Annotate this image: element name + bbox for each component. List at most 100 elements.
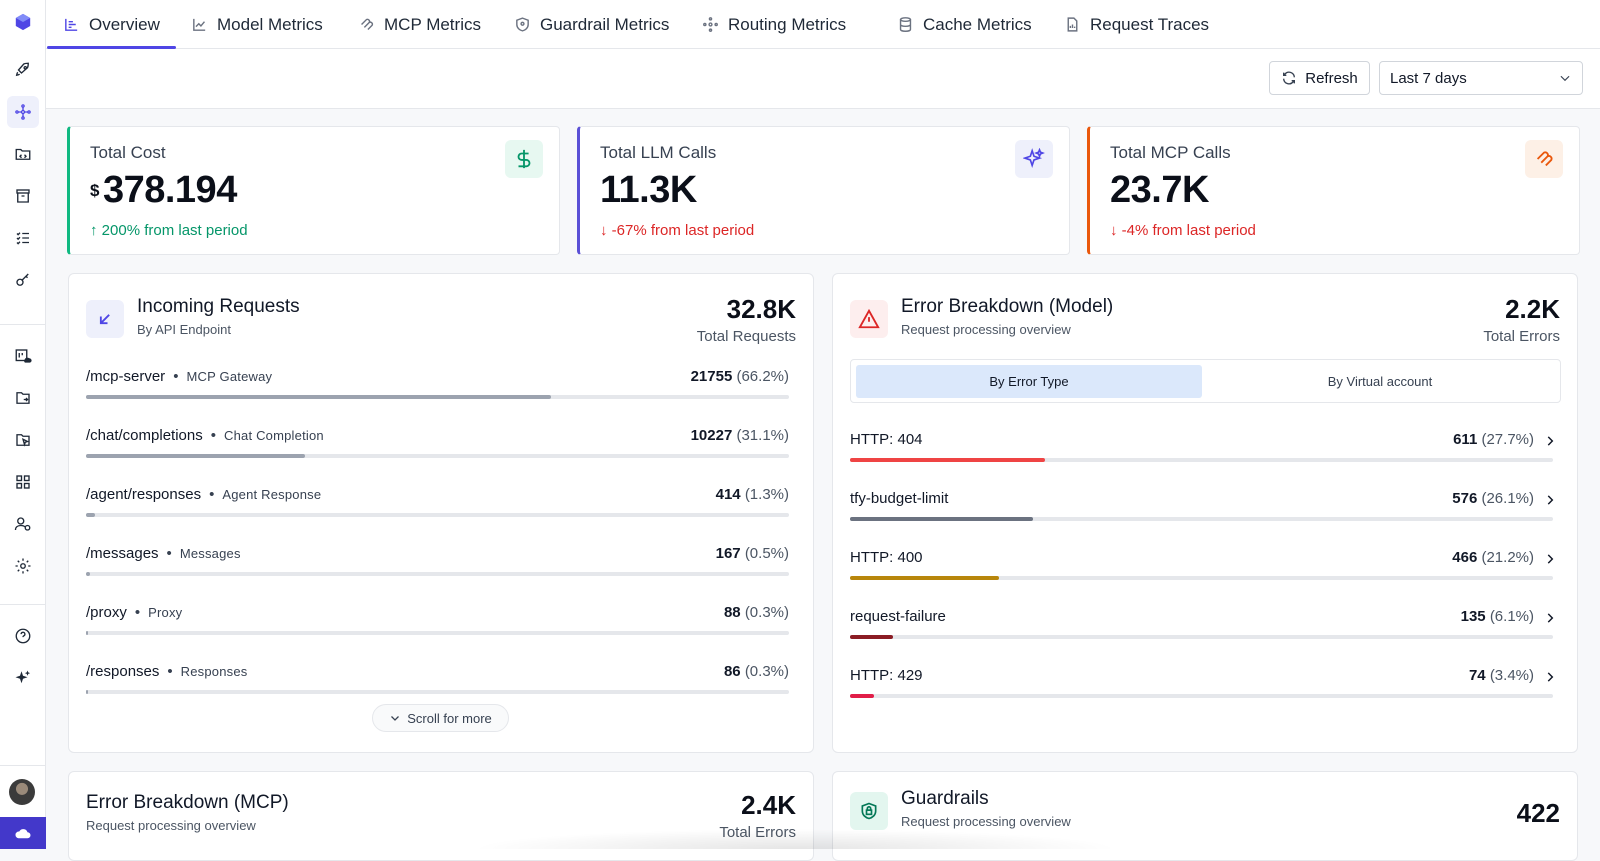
progress-fill (86, 454, 305, 458)
help-icon[interactable] (7, 620, 39, 652)
progress-track (850, 517, 1553, 521)
endpoint-count: 10227 (31.1%) (691, 427, 789, 444)
count-percent: (0.3%) (744, 604, 789, 621)
endpoint-count: 167 (0.5%) (716, 545, 789, 562)
gateway-nodes-icon[interactable] (7, 96, 39, 128)
total-requests-value: 32.8K (726, 294, 796, 324)
shield-lock-icon (850, 792, 888, 830)
sidebar (0, 0, 46, 849)
top-nav: Overview Model Metrics MCP Metrics Guard… (46, 0, 1600, 49)
folder-share-icon[interactable] (7, 382, 39, 414)
mcp-icon (361, 18, 374, 30)
tab-model-metrics[interactable]: Model Metrics (191, 0, 323, 49)
chevron-right-icon[interactable] (1543, 670, 1557, 684)
folder-cursor-icon[interactable] (7, 424, 39, 456)
date-range-select[interactable]: Last 7 days (1379, 61, 1583, 95)
tab-guardrail-metrics[interactable]: Guardrail Metrics (514, 0, 669, 49)
error-name: HTTP: 429 (850, 667, 923, 684)
chevron-right-icon[interactable] (1543, 493, 1557, 507)
count-percent: (1.3%) (744, 486, 789, 503)
progress-fill (86, 395, 552, 399)
user-settings-icon[interactable] (7, 508, 39, 540)
endpoint-name: /agent/responses • Agent Response (86, 486, 321, 503)
error-row[interactable]: HTTP: 429 74 (3.4%) (850, 660, 1561, 718)
endpoint-count: 21755 (66.2%) (691, 368, 789, 385)
settings-gear-icon[interactable] (7, 550, 39, 582)
rocket-icon[interactable] (7, 54, 39, 86)
count-value: 86 (723, 663, 741, 680)
folder-code-icon[interactable] (7, 138, 39, 170)
kpi-change: ↓ -67% from last period (600, 222, 755, 239)
endpoint-name: /messages • Messages (86, 545, 241, 562)
user-avatar[interactable] (9, 779, 35, 805)
tab-request-traces[interactable]: Request Traces (1064, 0, 1209, 49)
checklist-icon[interactable] (7, 222, 39, 254)
bottom-shadow (470, 829, 1120, 849)
chevron-right-icon[interactable] (1543, 552, 1557, 566)
chevron-right-icon[interactable] (1543, 434, 1557, 448)
count-percent: (66.2%) (736, 368, 789, 385)
tab-cache-metrics[interactable]: Cache Metrics (897, 0, 1032, 49)
refresh-icon (1283, 71, 1296, 85)
tab-mcp-metrics[interactable]: MCP Metrics (358, 0, 481, 49)
tab-label: Cache Metrics (923, 14, 1032, 34)
kpi-number: 378.194 (102, 169, 237, 211)
endpoint-count: 86 (0.3%) (724, 663, 789, 680)
chevron-right-icon[interactable] (1543, 611, 1557, 625)
kpi-value: 11.3K (600, 169, 697, 211)
arrow-down-left-icon (86, 300, 124, 338)
progress-track (850, 458, 1553, 462)
separator-dot: • (173, 368, 179, 385)
error-name: tfy-budget-limit (850, 490, 949, 507)
error-row[interactable]: request-failure 135 (6.1%) (850, 601, 1561, 659)
card-title: Guardrails (901, 788, 989, 809)
document-icon (1067, 17, 1078, 32)
endpoint-row: /mcp-server • MCP Gateway 21755 (66.2%) (86, 361, 789, 419)
sparkles-icon (1015, 140, 1053, 178)
endpoint-desc: MCP Gateway (186, 369, 273, 384)
kpi-change: ↑ 200% from last period (90, 222, 248, 239)
apps-grid-icon[interactable] (7, 466, 39, 498)
endpoint-desc: Chat Completion (224, 428, 324, 443)
separator-dot: • (209, 486, 215, 503)
segment-by-error-type[interactable]: By Error Type (856, 365, 1202, 398)
segment-by-virtual-account[interactable]: By Virtual account (1327, 374, 1433, 389)
error-row[interactable]: HTTP: 400 466 (21.2%) (850, 542, 1561, 600)
bar-list-icon (65, 18, 78, 31)
cloud-dashboard-icon[interactable] (7, 340, 39, 372)
shield-icon (516, 17, 529, 32)
error-group-toggle: By Error Type By Virtual account (850, 359, 1561, 403)
error-breakdown-mcp-card: Error Breakdown (MCP) Request processing… (68, 771, 814, 861)
kpi-label: Total LLM Calls (600, 143, 717, 162)
warning-triangle-icon (850, 300, 888, 338)
count-percent: (0.3%) (744, 663, 789, 680)
progress-track (850, 694, 1553, 698)
progress-track (86, 513, 789, 517)
card-subtitle: Request processing overview (901, 322, 1071, 337)
tab-routing-metrics[interactable]: Routing Metrics (702, 0, 846, 49)
progress-fill (86, 513, 96, 517)
error-count: 611 (27.7%) (1453, 431, 1534, 448)
separator-dot: • (167, 663, 173, 680)
tab-overview[interactable]: Overview (47, 0, 176, 49)
key-icon[interactable] (7, 264, 39, 296)
scroll-for-more-button[interactable]: Scroll for more (372, 704, 509, 732)
endpoint-row: /messages • Messages 167 (0.5%) (86, 538, 789, 596)
endpoint-path: /responses (86, 663, 160, 680)
tab-label: Routing Metrics (728, 14, 847, 34)
error-name: HTTP: 400 (850, 549, 923, 566)
archive-icon[interactable] (7, 180, 39, 212)
cloud-icon[interactable] (0, 817, 46, 849)
error-row[interactable]: HTTP: 404 611 (27.7%) (850, 424, 1561, 482)
progress-fill (86, 690, 89, 694)
sparkles-icon[interactable] (7, 662, 39, 694)
currency-symbol: $ (90, 181, 99, 200)
tab-label: Request Traces (1090, 14, 1210, 34)
refresh-button[interactable]: Refresh (1269, 61, 1370, 95)
count-percent: (3.4%) (1489, 667, 1534, 684)
total-errors-label: Total Errors (1483, 328, 1560, 345)
count-value: 611 (1453, 431, 1478, 448)
app-logo-icon[interactable] (7, 6, 39, 38)
error-count: 466 (21.2%) (1452, 549, 1534, 566)
error-row[interactable]: tfy-budget-limit 576 (26.1%) (850, 483, 1561, 541)
